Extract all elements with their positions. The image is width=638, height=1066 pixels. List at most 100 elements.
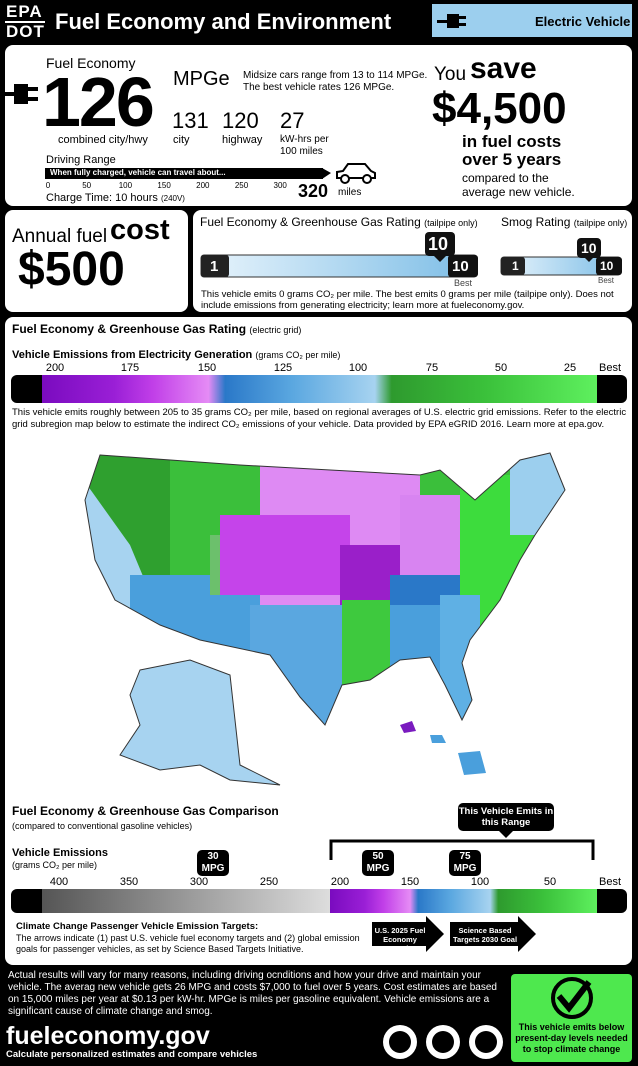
annual-label: Annual fuel: [12, 226, 108, 247]
vehicle-type-box: [432, 4, 632, 37]
comparison-scale-label: 250: [259, 876, 279, 888]
rating-bars: [200, 232, 622, 278]
mpg-marker: [449, 850, 481, 876]
vehicle-type: Electric Vehicle: [535, 14, 631, 29]
mpg-value: 30: [207, 851, 219, 862]
grid-scale-label: Best: [598, 362, 622, 374]
car-icon: [336, 163, 376, 184]
grid-scale-label: 25: [563, 362, 577, 374]
smog-max: 10: [600, 259, 614, 273]
plug-icon: [0, 84, 38, 104]
comparison-subtitle: (compared to conventional gasoline vehic…: [12, 821, 193, 831]
range-tick: 250: [234, 181, 249, 190]
range-tick: 200: [196, 181, 210, 190]
charge-time: Charge Time: 10 hours (240V): [46, 192, 185, 204]
section-annual-cost: [5, 210, 188, 312]
comparison-scale-label: 100: [470, 876, 490, 888]
mpg-unit: MPG: [453, 863, 477, 874]
disclaimer: Actual results will vary for many reason…: [8, 970, 497, 1017]
comparison-scale-label: 400: [49, 876, 69, 888]
goal-arrows: [372, 916, 536, 952]
ghg-title-text: Fuel Economy & Greenhouse Gas Rating: [200, 215, 421, 229]
rule: [5, 21, 45, 23]
section-fuel-economy: [5, 45, 632, 206]
targets-title: Climate Change Passenger Vehicle Emissio…: [16, 921, 259, 932]
range-value: 320: [298, 181, 329, 201]
charge-time-text: Charge Time: 10 hours: [46, 192, 158, 204]
title: Fuel Economy and Environment: [55, 9, 392, 34]
grid-scale-label: 125: [273, 362, 293, 374]
annual-cost: cost: [110, 214, 170, 246]
smog-title-text: Smog Rating: [501, 215, 571, 229]
check-icon: [551, 977, 593, 1019]
agency-seals: [383, 1025, 503, 1059]
comparison-scale-label: 350: [119, 876, 139, 888]
range-tick: 150: [157, 181, 171, 190]
grid-scale-label: 50: [494, 362, 508, 374]
comparison-scale-label: 200: [330, 876, 350, 888]
range-label: This Vehicle Emits in this Range: [458, 806, 554, 828]
city-label: city: [173, 134, 190, 146]
grid-qualifier: (electric grid): [249, 325, 302, 335]
grid-scale-label: 200: [45, 362, 65, 374]
grid-scale: [11, 375, 627, 403]
dot: DOT: [6, 22, 45, 41]
smog-min: 1: [512, 259, 519, 273]
kwh-value: 27: [280, 108, 305, 133]
badge-text: This vehicle emits below present-day lev…: [515, 1022, 628, 1054]
scale-unit: (grams CO₂ per mile): [255, 350, 341, 360]
range-bar: [45, 168, 323, 179]
comparison-scale-label: Best: [598, 876, 622, 888]
emissions-label: Vehicle Emissions: [12, 847, 108, 859]
smog-rating: 10: [581, 240, 597, 256]
mpg-marker: [197, 850, 229, 876]
annual-amount: $500: [18, 243, 125, 296]
comparison-scale: [11, 889, 627, 913]
grid-scale-label: 100: [348, 362, 368, 374]
fuel-economy-label: Fuel Economy: [46, 55, 136, 71]
you: You: [434, 64, 467, 85]
range-bar-text: When fully charged, vehicle can travel a…: [50, 168, 226, 177]
mpg-unit: MPG: [201, 863, 225, 874]
savings-note2: average new vehicle.: [462, 185, 575, 199]
range-tick: 100: [118, 181, 133, 190]
range-unit: miles: [338, 187, 362, 198]
goal-sbt: Science Based Targets 2030 Goal: [452, 926, 518, 944]
targets-text: The arrows indicate (1) past U.S. vehicl…: [16, 933, 360, 954]
smog-qualifier: (tailpipe only): [573, 218, 628, 228]
range-note: Midsize cars range from 13 to 114 MPGe. …: [243, 70, 428, 93]
grid-title: Fuel Economy & Greenhouse Gas Rating (el…: [12, 322, 301, 336]
highway-value: 120: [222, 108, 259, 133]
savings-note1: compared to the: [462, 171, 549, 185]
tailpipe-note: This vehicle emits 0 grams CO₂ per mile.…: [201, 289, 614, 311]
goal-us: U.S. 2025 Fuel Economy Goal: [374, 926, 426, 953]
site[interactable]: fueleconomy.gov: [6, 1022, 210, 1050]
grid-map: [84, 452, 566, 786]
plug-icon: [437, 14, 466, 28]
mpg-unit: MPG: [366, 863, 390, 874]
driving-range-label: Driving Range: [46, 154, 116, 166]
savings-line2: over 5 years: [462, 150, 562, 169]
range-tick: 50: [82, 181, 92, 190]
kwh-label: kW-hrs per 100 miles: [280, 134, 329, 157]
epa: EPA: [6, 2, 43, 21]
emissions-unit: (grams CO₂ per mile): [12, 860, 98, 870]
grid-scale-label: 150: [197, 362, 217, 374]
mpge-value: 126: [42, 63, 155, 141]
highway-label: highway: [222, 134, 263, 146]
range-arrow: [322, 168, 331, 179]
save: save: [470, 52, 537, 85]
comparison-scale-label: 300: [189, 876, 209, 888]
ghg-min: 1: [210, 258, 219, 275]
range-tick: 300: [273, 181, 287, 190]
ghg-rating: 10: [428, 234, 449, 254]
city-value: 131: [172, 108, 209, 133]
grid-scale-label: 75: [425, 362, 439, 374]
mpg-value: 50: [372, 851, 384, 862]
mpge-unit: MPGe: [173, 68, 230, 90]
ghg-max: 10: [452, 258, 469, 275]
ghg-qualifier: (tailpipe only): [424, 218, 478, 228]
ghg-title: Fuel Economy & Greenhouse Gas Rating (ta…: [200, 215, 478, 229]
comparison-title: Fuel Economy & Greenhouse Gas Comparison: [12, 804, 279, 818]
